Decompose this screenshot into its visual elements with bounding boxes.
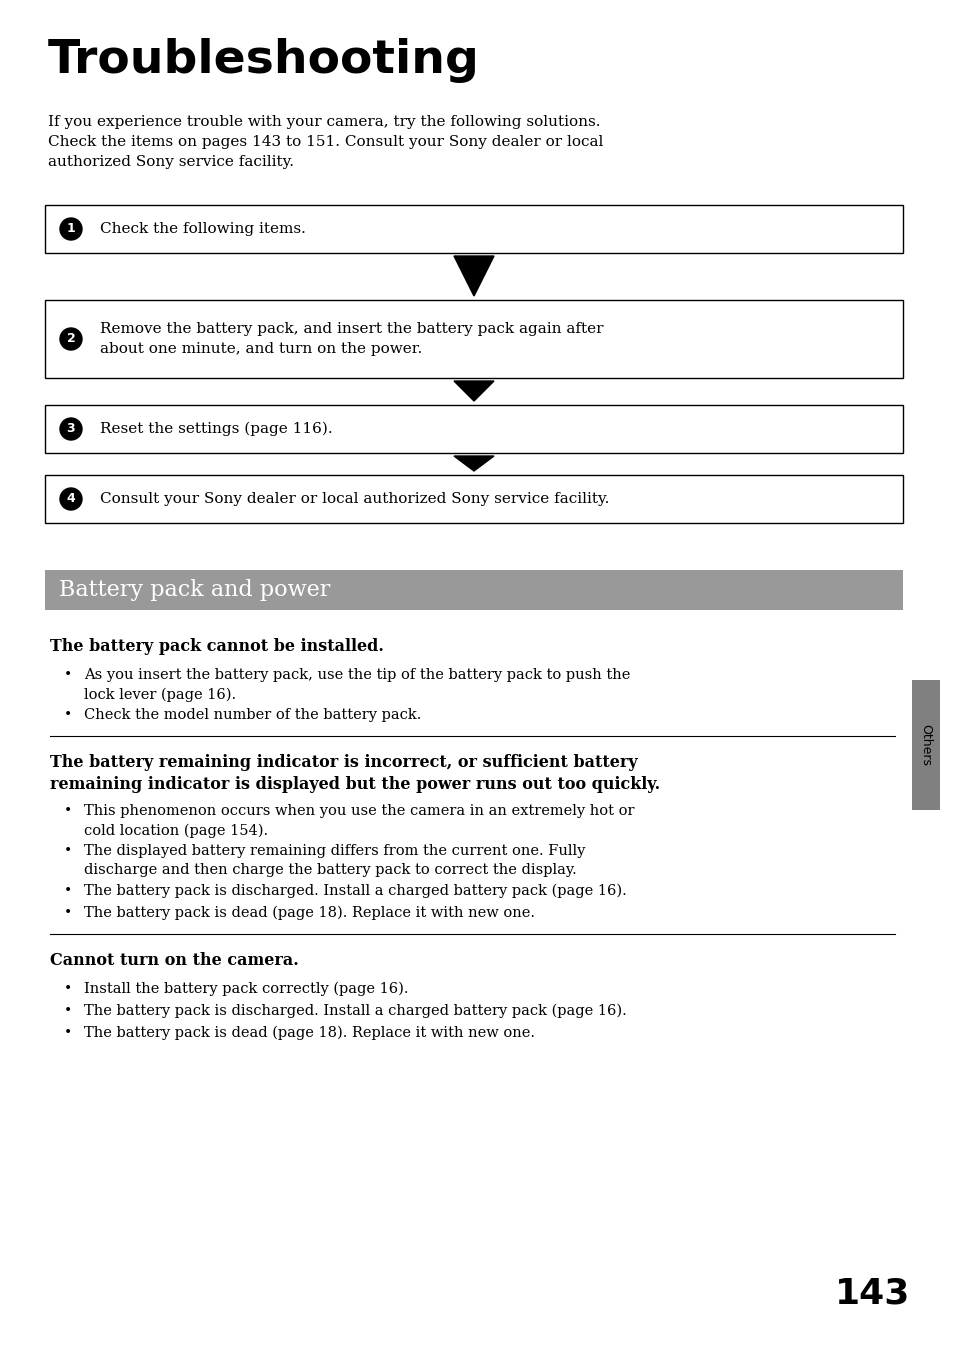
Text: Others: Others [919,724,931,765]
Circle shape [60,328,82,350]
Text: •: • [64,844,72,859]
Text: As you insert the battery pack, use the tip of the battery pack to push the
lock: As you insert the battery pack, use the … [84,668,630,702]
Circle shape [60,487,82,510]
Text: The battery pack cannot be installed.: The battery pack cannot be installed. [50,639,383,655]
Text: •: • [64,884,72,898]
FancyBboxPatch shape [45,205,902,252]
Text: The battery pack is dead (page 18). Replace it with new one.: The battery pack is dead (page 18). Repl… [84,906,535,921]
FancyBboxPatch shape [45,405,902,454]
Text: The battery remaining indicator is incorrect, or sufficient battery
remaining in: The battery remaining indicator is incor… [50,755,659,794]
Text: •: • [64,1004,72,1018]
Text: The displayed battery remaining differs from the current one. Fully
discharge an: The displayed battery remaining differs … [84,844,585,878]
FancyBboxPatch shape [45,300,902,378]
Text: •: • [64,981,72,996]
Text: The battery pack is discharged. Install a charged battery pack (page 16).: The battery pack is discharged. Install … [84,884,626,898]
Text: •: • [64,906,72,919]
Text: If you experience trouble with your camera, try the following solutions.
Check t: If you experience trouble with your came… [48,115,602,169]
Text: •: • [64,707,72,722]
Text: 4: 4 [67,493,75,505]
Circle shape [60,418,82,440]
Text: Reset the settings (page 116).: Reset the settings (page 116). [100,421,333,436]
Text: Battery pack and power: Battery pack and power [59,579,330,601]
Text: Check the model number of the battery pack.: Check the model number of the battery pa… [84,707,421,722]
Text: This phenomenon occurs when you use the camera in an extremely hot or
cold locat: This phenomenon occurs when you use the … [84,805,634,837]
Text: Remove the battery pack, and insert the battery pack again after
about one minut: Remove the battery pack, and insert the … [100,323,603,356]
Text: Check the following items.: Check the following items. [100,221,306,236]
Text: 1: 1 [67,223,75,235]
Text: •: • [64,668,72,682]
Polygon shape [454,381,494,401]
Circle shape [60,217,82,240]
Text: •: • [64,1026,72,1040]
Text: •: • [64,805,72,818]
Text: 143: 143 [834,1276,909,1310]
Polygon shape [454,256,494,296]
Text: The battery pack is dead (page 18). Replace it with new one.: The battery pack is dead (page 18). Repl… [84,1026,535,1041]
Polygon shape [454,456,494,471]
Text: Consult your Sony dealer or local authorized Sony service facility.: Consult your Sony dealer or local author… [100,491,609,506]
Text: Install the battery pack correctly (page 16).: Install the battery pack correctly (page… [84,981,408,996]
Text: 3: 3 [67,423,75,436]
FancyBboxPatch shape [45,475,902,522]
Text: The battery pack is discharged. Install a charged battery pack (page 16).: The battery pack is discharged. Install … [84,1004,626,1018]
FancyBboxPatch shape [45,570,902,610]
Text: 2: 2 [67,332,75,346]
Text: Cannot turn on the camera.: Cannot turn on the camera. [50,952,298,969]
FancyBboxPatch shape [911,680,939,810]
Text: Troubleshooting: Troubleshooting [48,38,479,82]
